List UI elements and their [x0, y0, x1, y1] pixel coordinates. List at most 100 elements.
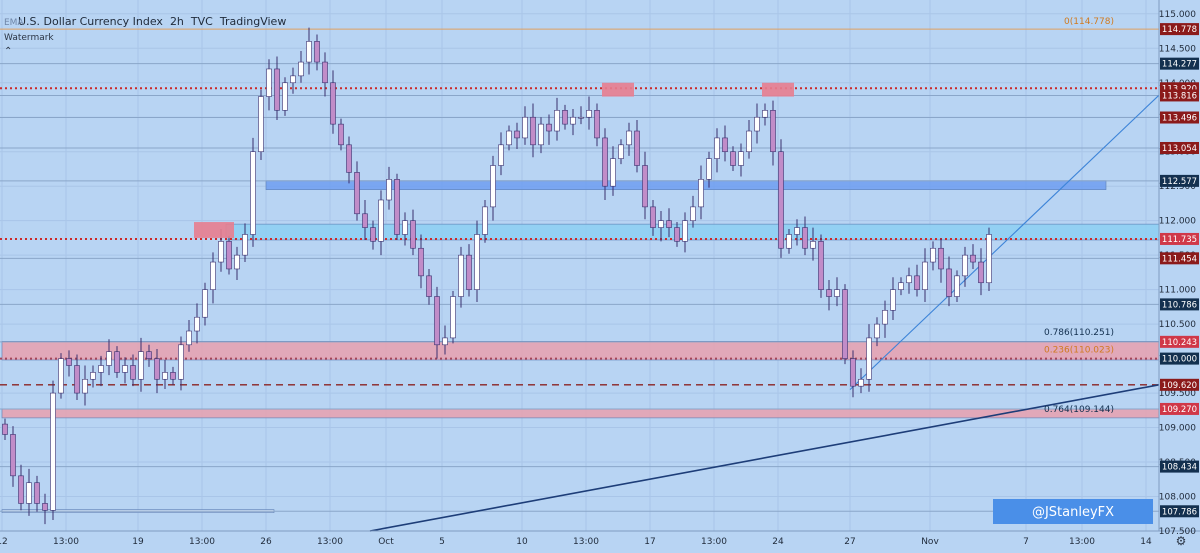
candle-body	[762, 110, 768, 118]
price-badge	[1160, 460, 1199, 473]
collapse-chevron-icon[interactable]: ⌃	[4, 46, 13, 57]
price-badge-label: 111.454	[1162, 254, 1197, 264]
candle-body	[458, 254, 464, 297]
candle-body	[258, 96, 264, 153]
watermark-box	[993, 499, 1153, 524]
time-tick-label: 13:00	[317, 537, 343, 547]
trendlines	[369, 94, 1160, 532]
source-label: TVC	[190, 15, 213, 28]
candle-body	[722, 137, 728, 153]
price-tick-label: 115.000	[1159, 10, 1196, 20]
candle-body	[490, 165, 496, 208]
time-tick-label: 13:00	[53, 537, 79, 547]
candle-body	[946, 268, 952, 297]
price-badge	[1160, 23, 1199, 36]
settings-gear-icon[interactable]: ⚙	[1176, 534, 1187, 548]
chart-header[interactable]: U.S. Dollar Currency Index 2h TVC Tradin…	[4, 2, 286, 41]
candle-body	[554, 110, 560, 132]
candles	[2, 27, 992, 525]
candle-body	[594, 110, 600, 139]
candle-body	[506, 130, 512, 146]
price-badge	[1160, 378, 1199, 391]
candle-body	[898, 282, 904, 290]
candle-body	[770, 110, 776, 153]
candle-body	[842, 289, 848, 359]
time-tick-label: Nov	[921, 537, 939, 547]
candle-body	[170, 372, 176, 380]
candle-body	[962, 254, 968, 277]
candle-body	[810, 241, 816, 249]
candle-body	[266, 68, 272, 97]
candle-body	[602, 137, 608, 187]
price-badge	[1160, 402, 1199, 415]
candle-body	[930, 247, 936, 263]
watermark-text: @JStanleyFX	[1032, 505, 1114, 520]
candle-body	[858, 378, 864, 387]
candle-body	[106, 351, 112, 366]
symbol-title: U.S. Dollar Currency Index	[18, 15, 163, 28]
time-tick-label: 13:00	[189, 537, 215, 547]
candle-body	[826, 289, 832, 297]
watermark-legend[interactable]: Watermark	[4, 33, 54, 43]
time-tick-label: 26	[260, 537, 272, 547]
candle-body	[50, 392, 56, 511]
price-tick-label: 111.000	[1159, 286, 1196, 296]
price-tick-label: 109.000	[1159, 424, 1196, 434]
candle-body	[738, 151, 744, 166]
price-badge	[1160, 232, 1199, 245]
time-tick-label: 12	[0, 537, 8, 547]
candle-body	[370, 227, 376, 242]
candle-body	[634, 130, 640, 166]
price-badge	[1160, 89, 1199, 102]
candle-body	[18, 475, 24, 504]
candle-body	[482, 206, 488, 235]
candle-body	[714, 137, 720, 159]
candle-body	[250, 151, 256, 235]
price-tick-label: 112.500	[1159, 182, 1196, 192]
candle-body	[402, 220, 408, 235]
candle-body	[610, 158, 616, 187]
candle-body	[82, 378, 88, 394]
candle-body	[978, 261, 984, 284]
price-tick-label: 109.500	[1159, 389, 1196, 399]
candle-body	[786, 234, 792, 249]
candle-body	[434, 296, 440, 346]
price-tick-label: 110.500	[1159, 320, 1196, 330]
candle-body	[530, 116, 536, 146]
candle-body	[578, 116, 584, 119]
candle-body	[362, 213, 368, 228]
candle-body	[754, 116, 760, 132]
candle-body	[122, 365, 128, 373]
red-marker-oct-a	[602, 82, 634, 97]
candle-body	[418, 247, 424, 277]
price-badge-label: 114.778	[1162, 25, 1197, 35]
candle-body	[514, 130, 520, 139]
candle-body	[682, 220, 688, 242]
candle-body	[658, 220, 664, 228]
indicator-legend[interactable]: EMA	[4, 18, 24, 28]
price-badge-label: 108.434	[1162, 463, 1197, 473]
candle-body	[850, 358, 856, 387]
price-badge	[1160, 298, 1199, 311]
fib-labels: 0(114.778) 0.786(110.251) 0.236(110.023) 0.…	[1044, 17, 1114, 415]
price-badge-label: 114.277	[1162, 60, 1197, 70]
candle-body	[394, 178, 400, 235]
time-axis[interactable]: 12 13:00 19 13:00 26 13:00 Oct 5 10 13:00 17 13:00 2…	[0, 537, 1152, 547]
candle-body	[818, 241, 824, 290]
candle-body	[706, 158, 712, 180]
candle-body	[642, 165, 648, 208]
candle-body	[906, 275, 912, 284]
candle-body	[58, 358, 64, 394]
candle-body	[298, 61, 304, 77]
candle-body	[306, 41, 312, 63]
candle-body	[378, 199, 384, 242]
candle-body	[186, 330, 192, 346]
candle-body	[234, 254, 240, 270]
candle-body	[90, 372, 96, 380]
time-tick-label: 13:00	[701, 537, 727, 547]
price-badge-label: 110.243	[1162, 338, 1197, 348]
candle-body	[210, 261, 216, 290]
platform-label: TradingView	[219, 15, 287, 28]
candle-body	[386, 178, 392, 201]
